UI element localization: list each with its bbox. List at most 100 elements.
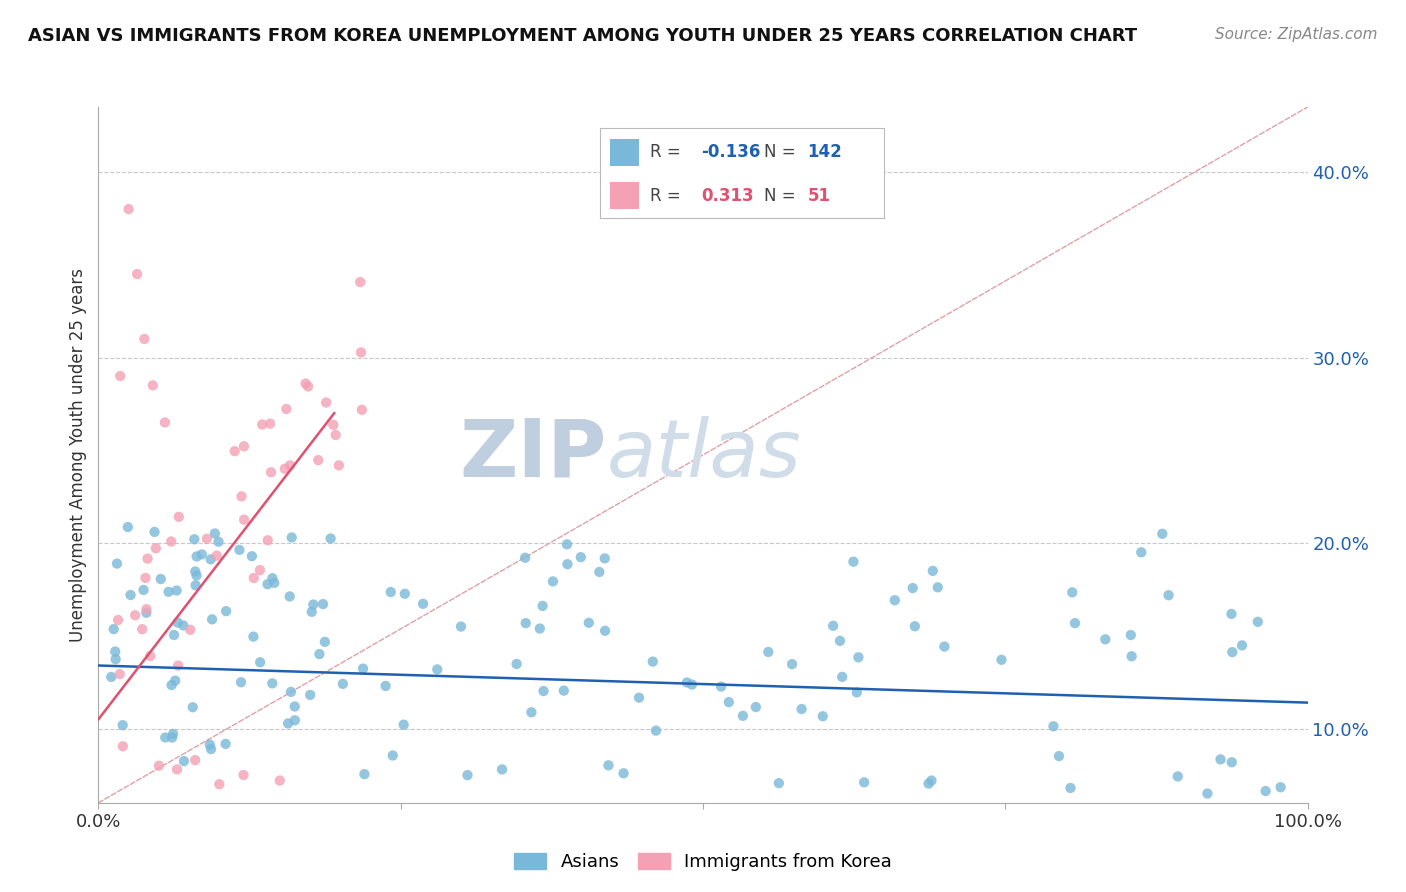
Point xyxy=(1059,780,1081,795)
Point xyxy=(529,622,551,636)
Point xyxy=(135,606,157,620)
Point xyxy=(353,767,375,781)
Point xyxy=(108,667,131,681)
Point xyxy=(232,768,254,782)
Point xyxy=(1220,645,1243,659)
Point xyxy=(491,763,513,777)
Point xyxy=(349,275,371,289)
Point xyxy=(588,565,610,579)
Point xyxy=(269,773,291,788)
Point xyxy=(811,709,834,723)
Point xyxy=(1121,649,1143,664)
Point xyxy=(172,618,194,632)
Point xyxy=(1094,632,1116,647)
Point xyxy=(183,533,205,547)
Point xyxy=(145,541,167,556)
Point xyxy=(394,587,416,601)
Point xyxy=(104,644,127,658)
Point xyxy=(263,575,285,590)
Point xyxy=(280,685,302,699)
Point xyxy=(204,526,226,541)
Point xyxy=(153,416,176,430)
Point xyxy=(200,552,222,566)
Point xyxy=(1220,756,1243,770)
Point xyxy=(845,685,868,699)
Point xyxy=(1254,784,1277,798)
Point xyxy=(100,670,122,684)
Point xyxy=(676,675,699,690)
Point xyxy=(641,655,664,669)
Point xyxy=(1042,719,1064,733)
Point xyxy=(301,605,323,619)
Point xyxy=(319,532,342,546)
Point xyxy=(276,402,298,417)
Point xyxy=(921,773,943,788)
Point xyxy=(165,673,187,688)
Point xyxy=(1064,616,1087,631)
Point xyxy=(120,588,142,602)
Point xyxy=(277,716,299,731)
Point xyxy=(412,597,434,611)
Point xyxy=(308,647,330,661)
Point xyxy=(184,578,207,592)
Point xyxy=(578,615,600,630)
Point xyxy=(242,571,264,585)
Point xyxy=(710,680,733,694)
Point xyxy=(215,604,238,618)
Point xyxy=(883,593,905,607)
Point xyxy=(1152,526,1174,541)
Point xyxy=(284,714,307,728)
Point xyxy=(299,688,322,702)
Point xyxy=(231,490,253,504)
Point xyxy=(184,565,207,579)
Point xyxy=(315,395,337,409)
Point xyxy=(111,739,134,754)
Point xyxy=(200,742,222,756)
Point xyxy=(166,763,188,777)
Point xyxy=(249,656,271,670)
Point xyxy=(328,458,350,473)
Point xyxy=(242,630,264,644)
Point xyxy=(107,613,129,627)
Point xyxy=(166,615,188,630)
Point xyxy=(557,557,579,571)
Point xyxy=(853,775,876,789)
Point xyxy=(262,676,284,690)
Point xyxy=(104,652,127,666)
Point xyxy=(901,581,924,595)
Point xyxy=(162,727,184,741)
Point xyxy=(134,571,156,585)
Point xyxy=(240,549,263,564)
Legend: Asians, Immigrants from Korea: Asians, Immigrants from Korea xyxy=(506,846,900,879)
Point xyxy=(131,622,153,636)
Point xyxy=(1270,780,1292,795)
Point xyxy=(256,577,278,591)
Point xyxy=(628,690,651,705)
Point xyxy=(756,645,779,659)
Point xyxy=(1047,749,1070,764)
Point xyxy=(842,555,865,569)
Point xyxy=(132,582,155,597)
Point xyxy=(163,628,186,642)
Point xyxy=(278,590,301,604)
Point xyxy=(1167,769,1189,783)
Point xyxy=(139,649,162,664)
Point xyxy=(117,520,139,534)
Point xyxy=(136,551,159,566)
Point xyxy=(612,766,634,780)
Point xyxy=(515,616,537,631)
Point xyxy=(160,678,183,692)
Point xyxy=(848,650,870,665)
Point xyxy=(274,461,297,475)
Point xyxy=(184,753,207,767)
Point xyxy=(186,568,208,582)
Point xyxy=(823,619,845,633)
Point xyxy=(201,612,224,626)
Point xyxy=(191,548,214,562)
Y-axis label: Unemployment Among Youth under 25 years: Unemployment Among Youth under 25 years xyxy=(69,268,87,642)
Point xyxy=(228,542,250,557)
Point xyxy=(921,564,943,578)
Point xyxy=(350,402,373,417)
Point xyxy=(1157,588,1180,602)
Point xyxy=(426,662,449,676)
